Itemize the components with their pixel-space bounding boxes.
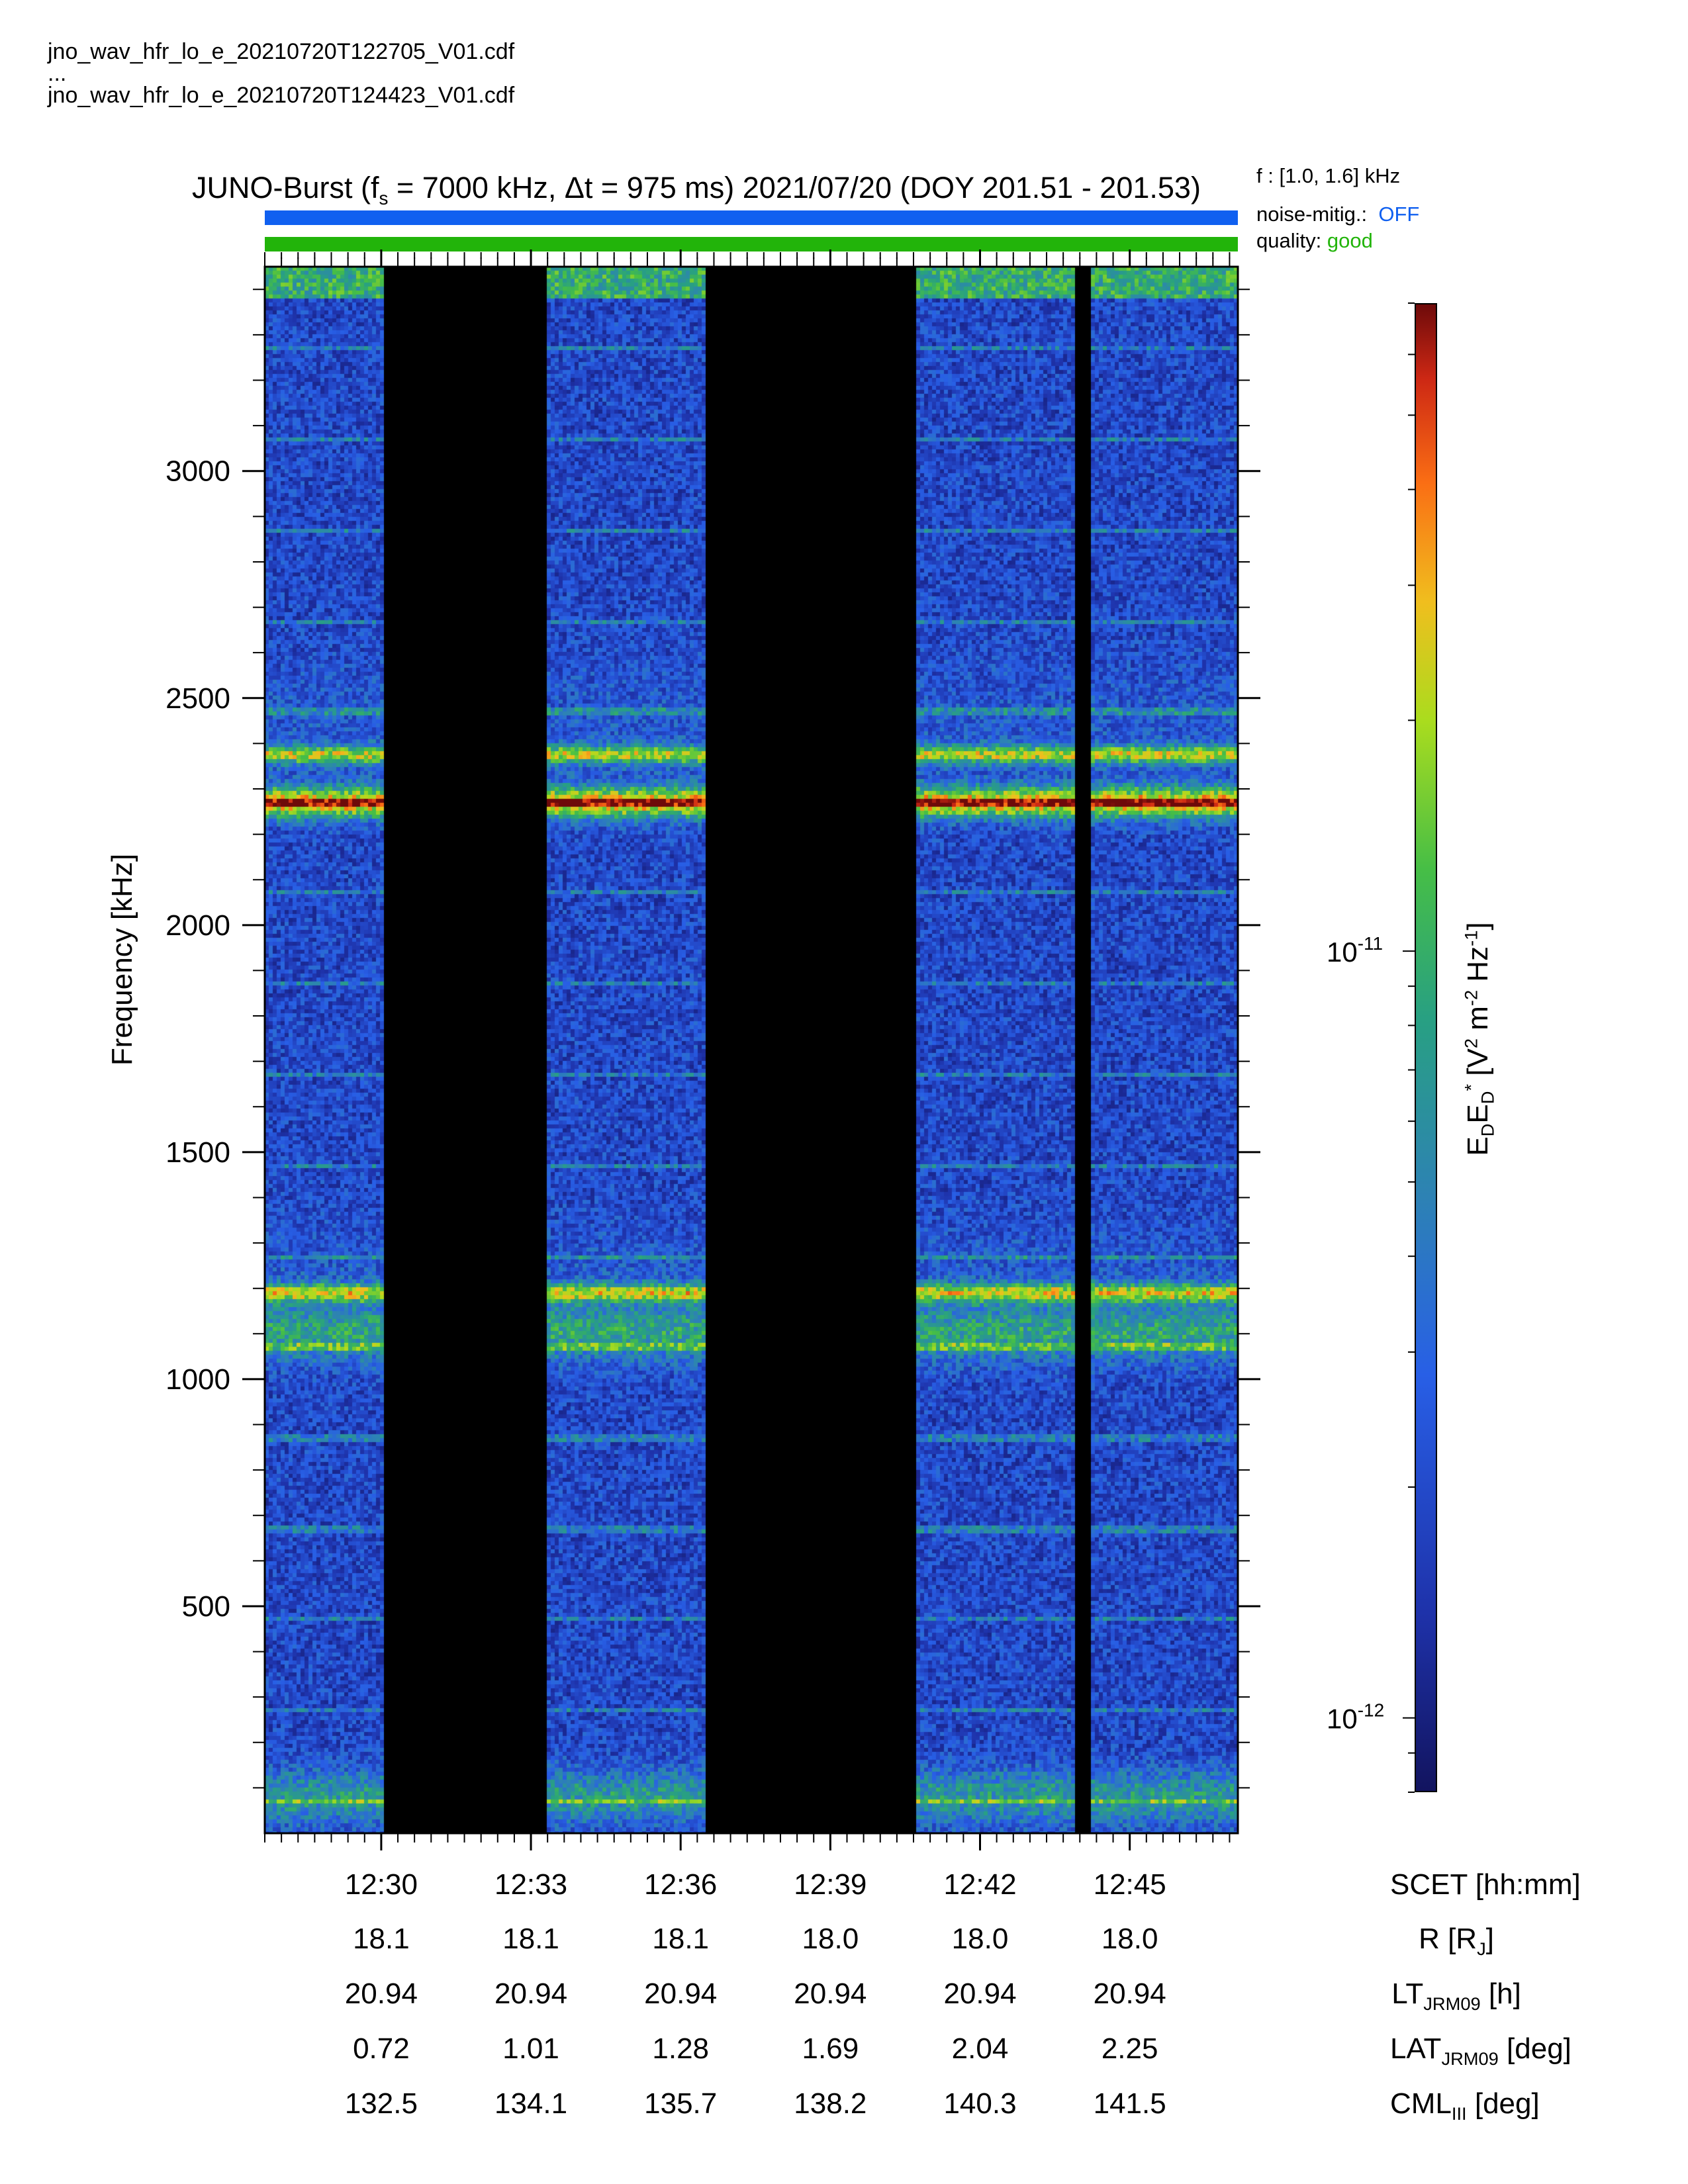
- ephemeris-value: 2.25: [1101, 2032, 1158, 2065]
- ephemeris-value: 20.94: [1093, 1978, 1166, 2010]
- ephemeris-value: 18.1: [652, 1923, 710, 1955]
- ephemeris-value: 135.7: [644, 2087, 718, 2120]
- ephemeris-row-label: LATJRM09 [deg]: [1390, 2032, 1571, 2069]
- ephemeris-value: 134.1: [494, 2087, 568, 2120]
- ephemeris-value: 20.94: [943, 1978, 1017, 2010]
- x-tick-label: 12:30: [344, 1868, 418, 1901]
- ephemeris-row-label: R [RJ]: [1419, 1923, 1494, 1959]
- x-tick-label: 12:45: [1093, 1868, 1166, 1901]
- ephemeris-value: 132.5: [344, 2087, 418, 2120]
- frequency-range: f : [1.0, 1.6] kHz: [1256, 164, 1401, 187]
- y-tick-label: 500: [182, 1590, 230, 1623]
- chart-title: JUNO-Burst (fs = 7000 kHz, Δt = 975 ms) …: [192, 171, 1201, 208]
- plot-frame: [263, 265, 1239, 1835]
- y-axis-label: Frequency [kHz]: [106, 853, 138, 1066]
- colorbar: [1415, 303, 1437, 1792]
- ephemeris-value: 20.94: [344, 1978, 418, 2010]
- quality-bar: [265, 237, 1238, 251]
- y-tick-label: 2500: [165, 682, 230, 715]
- spectrogram-heatmap: [265, 267, 1238, 1833]
- ephemeris-value: 0.72: [353, 2032, 410, 2065]
- x-tick-label: 12:33: [494, 1868, 568, 1901]
- colorbar-tick-label: 10-12: [1327, 1700, 1384, 1735]
- noise-mitigation-bar: [265, 210, 1238, 225]
- x-tick-label: 12:42: [943, 1868, 1017, 1901]
- file-first: jno_wav_hfr_lo_e_20210720T122705_V01.cdf: [48, 39, 515, 64]
- ephemeris-value: 141.5: [1093, 2087, 1166, 2120]
- ephemeris-value: 20.94: [644, 1978, 718, 2010]
- noise-mitigation-status: noise-mitig.: OFF: [1256, 203, 1420, 226]
- y-tick-label: 2000: [165, 909, 230, 942]
- file-last: jno_wav_hfr_lo_e_20210720T124423_V01.cdf: [48, 83, 515, 108]
- ephemeris-value: 138.2: [794, 2087, 867, 2120]
- file-list: jno_wav_hfr_lo_e_20210720T122705_V01.cdf…: [48, 37, 514, 110]
- ephemeris-value: 18.0: [951, 1923, 1009, 1955]
- y-tick-label: 1500: [165, 1136, 230, 1169]
- ephemeris-value: 140.3: [943, 2087, 1017, 2120]
- ephemeris-value: 2.04: [951, 2032, 1009, 2065]
- ephemeris-value: 20.94: [794, 1978, 867, 2010]
- ephemeris-value: 18.1: [502, 1923, 559, 1955]
- ephemeris-value: 18.0: [1101, 1923, 1158, 1955]
- x-tick-label: 12:39: [794, 1868, 867, 1901]
- ephemeris-value: 1.69: [802, 2032, 859, 2065]
- y-tick-label: 1000: [165, 1363, 230, 1396]
- colorbar-tick-label: 10-11: [1327, 933, 1383, 968]
- ephemeris-row-label: CMLIII [deg]: [1390, 2087, 1540, 2124]
- ephemeris-row-label: LTJRM09 [h]: [1391, 1978, 1521, 2014]
- ephemeris-value: 1.01: [502, 2032, 559, 2065]
- y-tick-label: 3000: [165, 455, 230, 488]
- ephemeris-value: 18.0: [802, 1923, 859, 1955]
- quality-status: quality: good: [1256, 229, 1373, 252]
- ephemeris-value: 18.1: [353, 1923, 410, 1955]
- ephemeris-row-label: SCET [hh:mm]: [1390, 1868, 1581, 1901]
- ephemeris-value: 20.94: [494, 1978, 568, 2010]
- colorbar-label: EDED* [V2 m-2 Hz-1]: [1460, 922, 1498, 1156]
- ephemeris-value: 1.28: [652, 2032, 710, 2065]
- x-tick-label: 12:36: [644, 1868, 718, 1901]
